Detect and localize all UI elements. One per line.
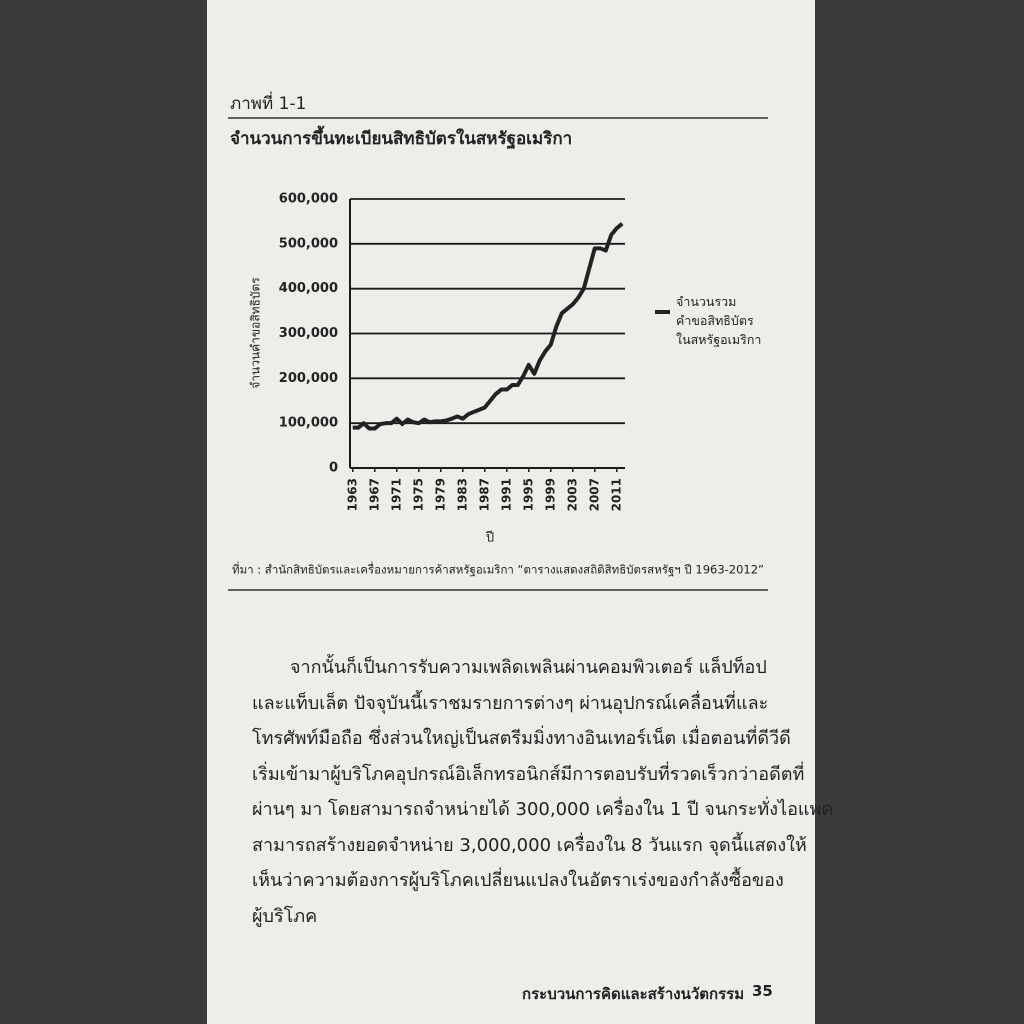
text-line: ผู้บริโภค	[252, 905, 318, 927]
text-line: ผ่านๆ มา โดยสามารถจำหน่ายได้ 300,000 เคร…	[252, 799, 834, 820]
data-line	[352, 222, 624, 431]
x-tick-label: 1979	[433, 478, 447, 511]
x-tick-label: 1991	[499, 478, 513, 511]
page-number: 35	[752, 982, 773, 1000]
y-tick-label: 200,000	[279, 371, 338, 386]
y-tick-label: 500,000	[279, 236, 338, 251]
source-note: ที่มา : สำนักสิทธิบัตรและเครื่องหมายการค…	[232, 562, 764, 577]
text-line: เห็นว่าความต้องการผู้บริโภคเปลี่ยนแปลงใน…	[252, 870, 784, 891]
text-line: สามารถสร้างยอดจำหน่าย 3,000,000 เครื่องใ…	[252, 834, 807, 856]
figure: ภาพที่ 1-1 จำนวนการขึ้นทะเบียนสิทธิบัตรใ…	[228, 91, 768, 591]
text-line: เริ่มเข้ามาผู้บริโภคอุปกรณ์อิเล็กทรอนิกส…	[252, 763, 805, 785]
y-tick-label: 600,000	[279, 192, 338, 207]
y-tick-label: 100,000	[279, 416, 338, 431]
x-tick-label: 2011	[609, 478, 623, 511]
x-tick-label: 1999	[543, 478, 557, 511]
figure-label: ภาพที่ 1-1	[230, 91, 306, 114]
y-axis-label: จำนวนคำขอสิทธิบัตร	[249, 277, 263, 389]
x-tick-label: 2003	[565, 478, 579, 511]
text-line: จากนั้นก็เป็นการรับความเพลิดเพลินผ่านคอม…	[290, 657, 767, 678]
x-tick-label: 1983	[455, 478, 469, 511]
x-tick-label: 1995	[521, 478, 535, 511]
legend-label: จำนวนรวมคำขอสิทธิบัตรในสหรัฐอเมริกา	[676, 294, 761, 347]
running-footer: กระบวนการคิดและสร้างนวัตกรรม	[522, 985, 745, 1003]
x-tick-label: 1963	[345, 478, 359, 511]
x-tick-label: 1971	[389, 478, 403, 511]
x-axis-label: ปี	[485, 530, 494, 546]
x-tick-label: 2007	[587, 478, 601, 511]
x-tick-label: 1987	[477, 478, 491, 511]
y-tick-label: 400,000	[279, 281, 338, 296]
chart-title: จำนวนการขึ้นทะเบียนสิทธิบัตรในสหรัฐอเมริ…	[230, 125, 572, 150]
y-tick-label: 0	[329, 461, 338, 476]
text-line: โทรศัพท์มือถือ ซึ่งส่วนใหญ่เป็นสตรีมมิ่ง…	[252, 728, 791, 749]
y-tick-label: 300,000	[279, 326, 338, 341]
book-page	[207, 0, 815, 1024]
x-tick-label: 1975	[411, 478, 425, 511]
x-tick-label: 1967	[367, 478, 381, 511]
text-line: และแท็บเล็ต ปัจจุบันนี้เราชมรายการต่างๆ …	[252, 692, 769, 714]
